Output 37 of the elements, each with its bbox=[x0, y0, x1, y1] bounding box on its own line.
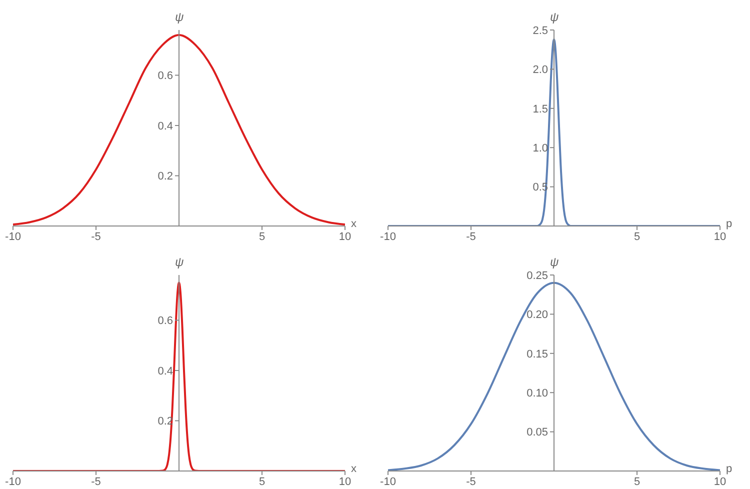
y-tick-label: 2.5 bbox=[532, 24, 548, 37]
y-tick-label: 0.25 bbox=[526, 270, 548, 282]
y-tick-label: 0.20 bbox=[526, 309, 548, 322]
y-tick-label: 0.05 bbox=[526, 426, 548, 439]
x-tick-label: -10 bbox=[5, 230, 21, 243]
x-tick-label: 5 bbox=[258, 230, 266, 243]
x-tick-label: -5 bbox=[466, 230, 476, 243]
y-tick-label: 0.2 bbox=[158, 170, 173, 183]
y-tick-label: 0.6 bbox=[158, 315, 173, 328]
x-axis-title: p bbox=[726, 463, 732, 475]
x-axis-title: x bbox=[351, 218, 356, 230]
y-axis-title: ψ bbox=[550, 10, 559, 24]
x-tick-label: 10 bbox=[714, 230, 726, 243]
y-tick-label: 0.4 bbox=[158, 120, 173, 132]
x-tick-label: 5 bbox=[634, 476, 640, 488]
y-axis-title: ψ bbox=[175, 255, 184, 269]
y-tick-label: 0.15 bbox=[526, 348, 548, 360]
x-axis-title: p bbox=[726, 218, 732, 230]
x-tick-label: 5 bbox=[634, 230, 640, 243]
y-tick-label: 0.4 bbox=[158, 365, 173, 378]
x-tick-label: -10 bbox=[380, 230, 396, 243]
y-tick-label: 1.5 bbox=[532, 103, 548, 116]
y-tick-label: 0.6 bbox=[158, 70, 173, 82]
y-axis-title: ψ bbox=[175, 10, 184, 24]
x-tick-label: 10 bbox=[338, 230, 352, 243]
x-tick-label: -5 bbox=[91, 476, 101, 488]
y-axis-title: ψ bbox=[550, 255, 559, 269]
x-tick-label: -10 bbox=[380, 476, 396, 488]
x-tick-label: 10 bbox=[338, 476, 352, 488]
x-tick-label: -5 bbox=[91, 230, 101, 243]
x-tick-label: -5 bbox=[466, 476, 476, 488]
y-tick-label: 2.0 bbox=[532, 64, 548, 76]
x-tick-label: 5 bbox=[258, 476, 266, 488]
x-axis-title: x bbox=[351, 463, 356, 475]
x-tick-label: -10 bbox=[5, 476, 21, 488]
x-tick-label: 10 bbox=[714, 476, 726, 488]
y-tick-label: 0.10 bbox=[526, 388, 548, 400]
